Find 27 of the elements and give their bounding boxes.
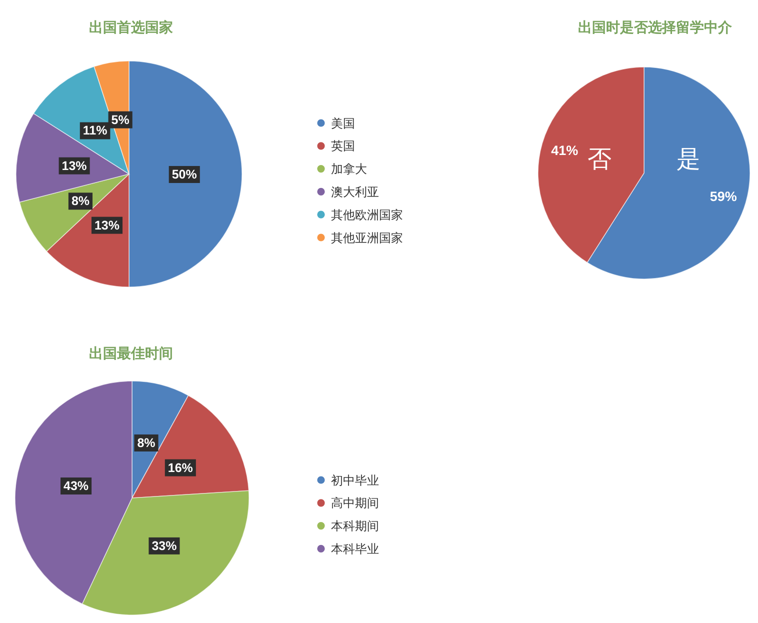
data-label: 16%: [168, 460, 193, 475]
chart-title: 出国最佳时间: [89, 345, 173, 361]
legend-label: 英国: [331, 139, 355, 154]
data-label: 33%: [152, 538, 177, 553]
data-label: 13%: [62, 158, 87, 173]
legend-label: 加拿大: [331, 162, 367, 176]
slice-label: 是: [676, 146, 701, 174]
data-label: 11%: [82, 124, 108, 138]
data-label: 5%: [111, 112, 130, 127]
legend-label: 本科毕业: [331, 542, 379, 556]
legend-label: 其他欧洲国家: [331, 208, 403, 222]
legend-label: 其他亚洲国家: [331, 230, 403, 245]
data-label: 41%: [551, 142, 578, 158]
legend-label: 澳大利亚: [331, 185, 379, 199]
legend-label: 本科期间: [331, 519, 379, 534]
slice-label: 否: [587, 146, 612, 174]
data-label: 8%: [71, 194, 90, 208]
chart-title: 出国首选国家: [89, 19, 173, 35]
data-label: 59%: [710, 189, 737, 204]
legend-label: 高中期间: [331, 496, 379, 510]
data-label: 13%: [94, 218, 120, 232]
chart-title: 出国时是否选择留学中介: [578, 19, 733, 35]
data-label: 50%: [172, 168, 197, 182]
legend-label: 初中毕业: [331, 473, 379, 488]
legend-label: 美国: [331, 116, 355, 130]
data-label: 8%: [137, 436, 156, 450]
data-label: 43%: [64, 478, 89, 493]
